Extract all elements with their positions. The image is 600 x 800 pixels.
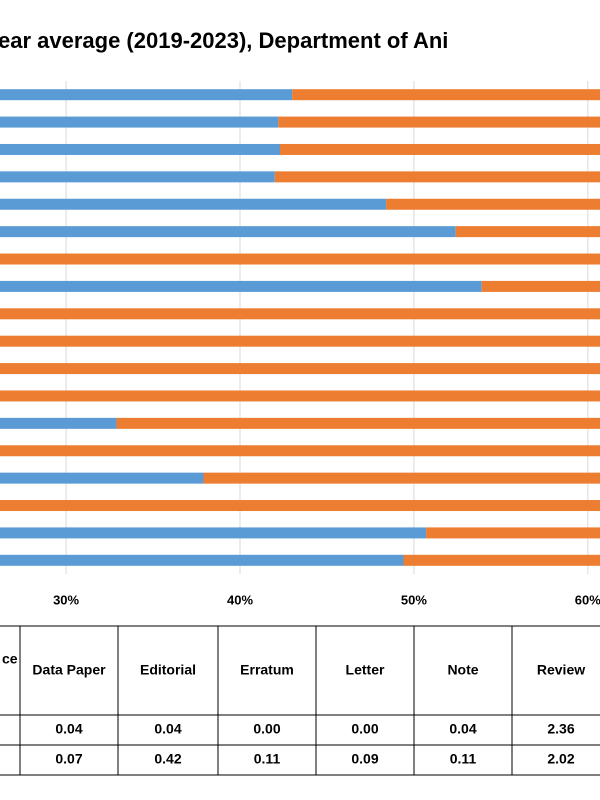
bar-segment <box>0 143 280 155</box>
table-header: ce <box>2 651 18 667</box>
bar-segment <box>386 198 600 210</box>
table-header: Letter <box>346 662 385 678</box>
bar-segment <box>0 500 600 512</box>
bar-segment <box>0 335 600 347</box>
bar-segment <box>0 445 600 457</box>
bar-segment <box>455 226 600 238</box>
table-cell: 2.36 <box>547 721 574 737</box>
x-tick-label: 60% <box>575 592 600 607</box>
bar-segment <box>0 308 600 320</box>
bar-segment <box>0 253 600 265</box>
bar-segment <box>0 363 600 375</box>
bar-segment <box>116 417 600 429</box>
table-cell: 0.09 <box>351 751 378 767</box>
bar-segment <box>0 116 279 128</box>
bar-segment <box>292 89 600 101</box>
bar-segment <box>274 171 600 183</box>
x-tick-label: 30% <box>53 592 79 607</box>
table-cell: 0.07 <box>55 751 82 767</box>
bar-segment <box>0 280 482 292</box>
bar-segment <box>426 527 600 539</box>
table-cell: 0.00 <box>351 721 378 737</box>
table-cell: 0.42 <box>154 751 181 767</box>
bar-segment <box>0 198 387 210</box>
table-cell: 0.04 <box>154 721 181 737</box>
bar-segment <box>203 472 600 484</box>
table-header: Erratum <box>240 662 294 678</box>
bar-segment <box>280 143 600 155</box>
table-cell: 0.11 <box>450 751 477 767</box>
chart-title: ear average (2019-2023), Department of A… <box>0 28 448 53</box>
table-header: Note <box>447 662 478 678</box>
table-cell: 0.04 <box>55 721 82 737</box>
table-cell: 0.11 <box>254 751 281 767</box>
table-cell: 0.04 <box>449 721 476 737</box>
table-header: Data Paper <box>32 662 106 678</box>
bar-segment <box>0 417 117 429</box>
bar-segment <box>0 472 204 484</box>
x-tick-label: 40% <box>227 592 253 607</box>
bar-segment <box>0 89 293 101</box>
table-cell: 0.00 <box>253 721 280 737</box>
plot-area <box>0 81 600 574</box>
x-tick-label: 50% <box>401 592 427 607</box>
bar-segment <box>0 171 275 183</box>
bar-segment <box>0 554 404 566</box>
table-header: Review <box>537 662 585 678</box>
bar-segment <box>0 390 600 402</box>
bar-segment <box>278 116 600 128</box>
bar-segment <box>481 280 600 292</box>
bar-segment <box>0 527 427 539</box>
bar-segment <box>403 554 600 566</box>
table-header: Editorial <box>140 662 196 678</box>
bar-segment <box>0 226 456 238</box>
table-cell: 2.02 <box>547 751 574 767</box>
